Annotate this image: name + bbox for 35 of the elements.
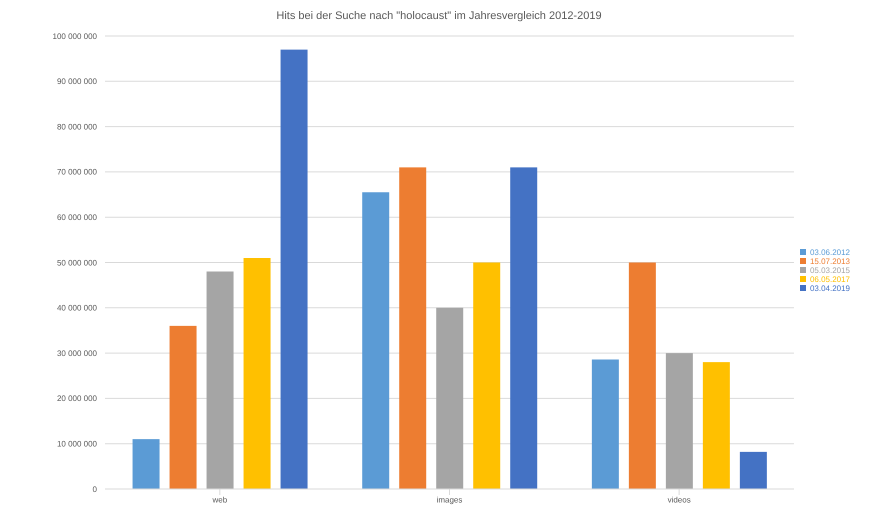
y-tick-label: 90 000 000 xyxy=(56,77,98,86)
bar xyxy=(280,50,308,489)
x-tick-label: web xyxy=(211,496,228,505)
bar xyxy=(666,353,693,489)
bar xyxy=(628,262,656,489)
y-tick-label: 70 000 000 xyxy=(56,168,98,177)
y-tick-label: 30 000 000 xyxy=(56,348,98,358)
x-tick-label: videos xyxy=(668,496,691,505)
bar xyxy=(132,439,160,489)
y-tick-label: 40 000 000 xyxy=(56,304,98,313)
bar xyxy=(170,326,197,489)
bar xyxy=(206,272,234,489)
chart-title: Hits bei der Suche nach "holocaust" im Jahresvergleich 2012-2019 xyxy=(275,9,603,24)
y-tick-label: 50 000 000 xyxy=(56,258,98,268)
bar xyxy=(244,258,271,489)
legend-label: 03.04.2019 xyxy=(810,284,850,292)
bar xyxy=(592,359,619,489)
bar xyxy=(702,362,730,489)
legend-label: 05.03.2015 xyxy=(810,266,850,274)
bar xyxy=(436,308,464,489)
x-tick-label: images xyxy=(436,496,462,505)
bar xyxy=(399,167,426,489)
y-tick-label: 10 000 000 xyxy=(56,440,98,449)
legend-label: 15.07.2013 xyxy=(810,256,850,266)
bar xyxy=(473,262,500,489)
bar xyxy=(740,452,767,489)
y-tick-label: 60 000 000 xyxy=(56,213,98,222)
y-tick-label: 0 xyxy=(92,484,98,494)
y-tick-label: 100 000 000 xyxy=(52,32,98,41)
legend-label: 03.06.2012 xyxy=(810,248,850,256)
y-tick-label: 80 000 000 xyxy=(56,122,98,132)
legend-label: 06.05.2017 xyxy=(810,274,850,284)
bar xyxy=(362,192,390,489)
y-tick-label: 20 000 000 xyxy=(56,394,98,404)
bar xyxy=(510,167,538,489)
